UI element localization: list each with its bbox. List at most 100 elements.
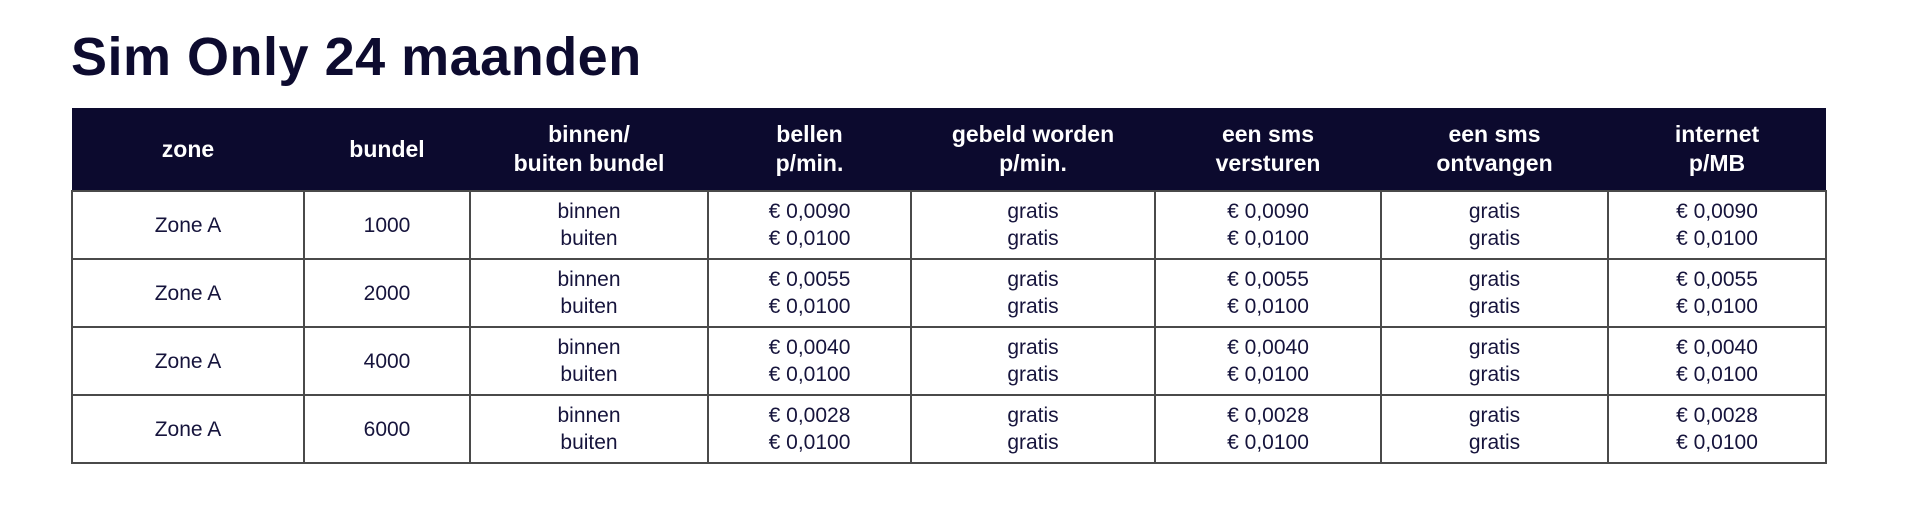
value-buiten: € 0,0100 xyxy=(1227,431,1309,454)
value-buiten: € 0,0100 xyxy=(1676,295,1758,318)
value-buiten: buiten xyxy=(560,363,618,386)
value-buiten: € 0,0100 xyxy=(768,431,851,454)
value-binnen: € 0,0090 xyxy=(1676,200,1758,223)
value-buiten: gratis xyxy=(1468,227,1521,250)
value-binnen: gratis xyxy=(1468,404,1521,427)
cell-bundel: 4000 xyxy=(303,326,471,396)
value-binnen: € 0,0090 xyxy=(768,200,851,223)
value-binnen: binnen xyxy=(557,200,621,223)
cell-type: binnen buiten xyxy=(469,394,709,464)
column-header-gebeld-worden: gebeld worden p/min. xyxy=(911,108,1155,191)
rates-table: zone bundel binnen/buiten bundel bellen p/mi… xyxy=(71,108,1827,464)
value-binnen: gratis xyxy=(1007,268,1059,291)
value-buiten: € 0,0100 xyxy=(768,227,851,250)
value-buiten: € 0,0100 xyxy=(1676,431,1758,454)
column-header-line: zone xyxy=(161,135,215,162)
cell-sms_out: € 0,0090 € 0,0100 xyxy=(1154,190,1382,260)
value-binnen: gratis xyxy=(1007,200,1059,223)
value-binnen: binnen xyxy=(557,336,621,359)
column-header-line: p/min. xyxy=(775,150,844,176)
value-binnen: € 0,0028 xyxy=(768,404,851,427)
value-buiten: buiten xyxy=(560,227,618,250)
cell-sms_out: € 0,0055 € 0,0100 xyxy=(1154,258,1382,328)
value-buiten: € 0,0100 xyxy=(1227,295,1309,318)
cell-gebeld: gratis gratis xyxy=(910,190,1156,260)
cell-zone: Zone A xyxy=(71,326,305,396)
page-title: Sim Only 24 maanden xyxy=(71,27,642,87)
value-buiten: gratis xyxy=(1468,431,1521,454)
cell-bellen: € 0,0090 € 0,0100 xyxy=(707,190,912,260)
column-header-bellen: bellen p/min. xyxy=(708,108,911,191)
table-row: Zone A 6000 binnen buiten € 0,0028 € 0,0100 gr… xyxy=(71,394,1827,464)
column-header-zone: zone xyxy=(72,108,304,191)
value-binnen: gratis xyxy=(1007,336,1059,359)
cell-gebeld: gratis gratis xyxy=(910,258,1156,328)
cell-sms_in: gratis gratis xyxy=(1380,394,1609,464)
value-buiten: gratis xyxy=(1468,295,1521,318)
value-binnen: € 0,0090 xyxy=(1227,200,1309,223)
column-header-line: een sms xyxy=(1448,121,1541,147)
column-header-line: bellen xyxy=(776,121,843,147)
cell-bellen: € 0,0055 € 0,0100 xyxy=(707,258,912,328)
column-header-line: een sms xyxy=(1221,121,1315,147)
column-header-line: internet xyxy=(1674,121,1760,147)
cell-zone: Zone A xyxy=(71,258,305,328)
column-header-line: p/MB xyxy=(1688,150,1746,176)
cell-bundel: 6000 xyxy=(303,394,471,464)
value-buiten: gratis xyxy=(1468,363,1521,386)
cell-gebeld: gratis gratis xyxy=(910,394,1156,464)
value-binnen: gratis xyxy=(1468,268,1521,291)
cell-zone: Zone A xyxy=(71,190,305,260)
value-binnen: binnen xyxy=(557,404,621,427)
cell-gebeld: gratis gratis xyxy=(910,326,1156,396)
column-header-sms-versturen: een sms versturen xyxy=(1155,108,1381,191)
column-header-line: p/min. xyxy=(999,150,1067,176)
value-buiten: € 0,0100 xyxy=(1227,363,1309,386)
value-buiten: € 0,0100 xyxy=(1227,227,1309,250)
cell-type: binnen buiten xyxy=(469,258,709,328)
cell-bundel: 1000 xyxy=(303,190,471,260)
cell-internet: € 0,0040 € 0,0100 xyxy=(1607,326,1827,396)
value-binnen: € 0,0055 xyxy=(768,268,851,291)
cell-sms_out: € 0,0040 € 0,0100 xyxy=(1154,326,1382,396)
cell-internet: € 0,0055 € 0,0100 xyxy=(1607,258,1827,328)
column-header-binnen-buiten: binnen/buiten bundel xyxy=(470,108,708,191)
value-buiten: € 0,0100 xyxy=(1676,363,1758,386)
cell-bundel: 2000 xyxy=(303,258,471,328)
value-binnen: € 0,0040 xyxy=(1676,336,1758,359)
table-row: Zone A 1000 binnen buiten € 0,0090 € 0,0100 gr… xyxy=(71,190,1827,260)
column-header-line: versturen xyxy=(1215,150,1321,176)
value-buiten: € 0,0100 xyxy=(768,295,851,318)
value-buiten: buiten xyxy=(560,431,618,454)
value-buiten: gratis xyxy=(1007,363,1059,386)
value-binnen: € 0,0055 xyxy=(1227,268,1309,291)
cell-sms_in: gratis gratis xyxy=(1380,326,1609,396)
value-binnen: gratis xyxy=(1007,404,1059,427)
header-row: zone bundel binnen/buiten bundel bellen p/mi… xyxy=(72,108,1826,191)
value-buiten: gratis xyxy=(1007,431,1059,454)
cell-sms_in: gratis gratis xyxy=(1380,258,1609,328)
value-buiten: gratis xyxy=(1007,227,1059,250)
cell-type: binnen buiten xyxy=(469,190,709,260)
value-buiten: € 0,0100 xyxy=(768,363,851,386)
table-row: Zone A 2000 binnen buiten € 0,0055 € 0,0100 gr… xyxy=(71,258,1827,328)
table-row: Zone A 4000 binnen buiten € 0,0040 € 0,0100 gr… xyxy=(71,326,1827,396)
value-buiten: € 0,0100 xyxy=(1676,227,1758,250)
value-buiten: gratis xyxy=(1007,295,1059,318)
column-header-sms-ontvangen: een sms ontvangen xyxy=(1381,108,1608,191)
value-binnen: € 0,0055 xyxy=(1676,268,1758,291)
value-binnen: binnen xyxy=(557,268,621,291)
column-header-line: bundel xyxy=(349,135,425,162)
value-binnen: € 0,0040 xyxy=(768,336,851,359)
cell-sms_out: € 0,0028 € 0,0100 xyxy=(1154,394,1382,464)
cell-bellen: € 0,0028 € 0,0100 xyxy=(707,394,912,464)
cell-bellen: € 0,0040 € 0,0100 xyxy=(707,326,912,396)
value-binnen: gratis xyxy=(1468,200,1521,223)
column-header-bundel: bundel xyxy=(304,108,470,191)
value-binnen: € 0,0028 xyxy=(1676,404,1758,427)
value-binnen: € 0,0040 xyxy=(1227,336,1309,359)
value-buiten: buiten xyxy=(560,295,618,318)
cell-zone: Zone A xyxy=(71,394,305,464)
value-binnen: € 0,0028 xyxy=(1227,404,1309,427)
cell-internet: € 0,0028 € 0,0100 xyxy=(1607,394,1827,464)
